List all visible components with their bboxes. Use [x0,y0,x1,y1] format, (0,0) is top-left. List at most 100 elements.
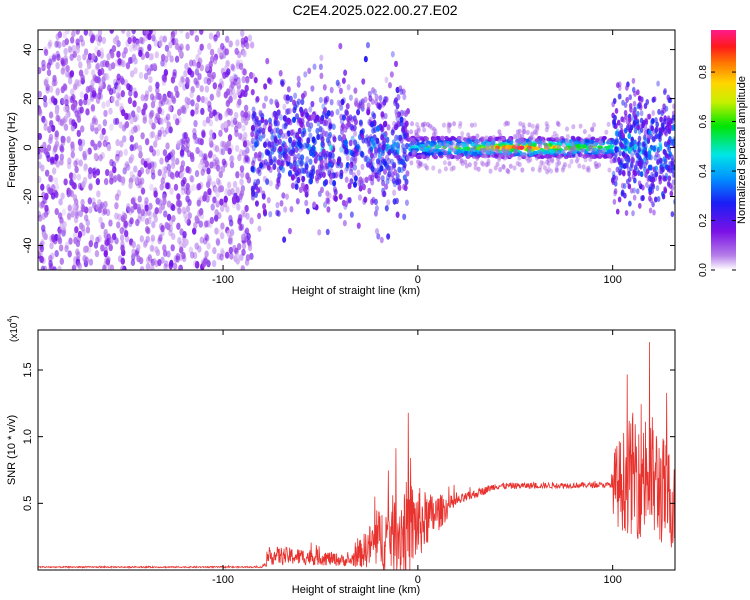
spectrogram-cell [355,143,360,151]
spectrogram-cell [196,95,201,103]
spectrogram-cell [175,253,181,261]
spectrogram-cell [251,72,256,80]
spectrogram-cell [360,133,365,140]
spectrogram-cell [303,186,308,193]
spectrogram-cell [131,248,136,256]
spectrogram-cell [147,254,153,262]
spectrogram-cell [176,222,181,230]
spectrogram-cell [344,147,349,155]
spectrogram-cell [625,84,629,91]
spectrogram-cell [77,262,83,270]
spectrogram-cell [616,119,621,126]
spectrogram-cell [570,135,576,140]
spectrogram-cell [374,228,379,235]
spectrogram-cell [670,211,675,218]
spectrogram-cell [656,80,660,87]
spectrogram-cell [298,117,303,125]
spectrogram-cell [115,139,120,147]
spectrogram-cell [308,132,313,139]
spectrogram-cell [329,98,334,106]
spectrogram-cell [189,30,194,36]
spectrogram-cell [117,57,122,66]
spectrogram-cell [537,167,542,173]
spectrogram-cell [279,79,284,86]
spectrogram-cell [353,164,358,171]
spectrogram-cell [124,121,130,129]
spectrogram-cell [67,204,72,212]
spectrogram-cell [50,95,56,103]
spectrogram-cell [274,113,279,120]
spectrogram-cell [273,143,278,151]
spectrogram-cell [69,53,74,61]
spectrogram-cell [232,244,237,253]
spectrogram-cell [457,152,462,158]
spectrogram-cell [236,88,241,96]
spectrogram-cell [308,177,313,185]
spectrogram-cell [68,172,74,180]
spectrogram-cell [241,89,246,98]
spectrogram-cell [247,34,253,42]
spectrogram-cell [76,129,81,138]
spectrogram-cell [135,43,141,51]
spectrogram-cell [567,152,572,158]
spectrogram-cell [57,118,63,126]
spectrogram-cell [485,142,490,148]
spectrogram-cell [292,139,297,146]
spectrogram-cell [375,137,380,145]
spectrogram-cell [587,133,592,140]
spectrogram-cell [276,180,281,187]
spectrogram-cell [296,176,301,184]
spectrogram-cell [204,250,209,258]
spectrogram-cell [118,121,123,129]
spectrogram-cell [288,136,293,143]
spectrogram-cell [137,195,142,203]
spectrogram-cell [573,146,578,152]
spectrogram-cell [218,113,223,121]
spectrogram-cell [253,152,258,159]
spectrogram-cell [213,34,218,42]
spectrogram-cell [311,136,316,143]
spectrogram-cell [106,143,112,152]
spectrogram-cell [401,88,406,95]
spectrogram-cell [651,96,656,103]
spectrogram-cell [300,154,305,161]
spectrogram-cell [380,149,385,157]
spectrogram-cell [311,113,316,120]
spectrogram-cell [152,161,157,169]
spectrogram-cell [151,149,157,157]
spectrogram-cell [58,244,64,252]
spectrogram-cell [656,158,660,165]
spectrogram-cell [144,64,150,72]
spectrogram-cell [162,129,167,138]
spectrogram-cell [507,136,512,142]
spectrogram-cell [200,95,206,104]
spectrogram-cell [382,137,387,144]
spectrogram-cell [495,149,500,155]
spectrogram-cell [128,181,133,190]
spectrogram-cell [376,162,381,169]
spectrogram-cell [112,37,118,45]
spectrogram-cell [176,140,181,148]
spectrogram-cell [72,232,78,240]
spectrogram-cell [348,94,353,101]
spectrogram-cell [631,115,636,122]
spectrogram-cell [56,115,61,123]
spectrogram-cell [436,136,442,141]
spectrogram-cell [267,77,272,84]
spectrogram-cell [88,30,93,38]
spectrogram-cell [237,213,243,222]
spectrogram-cell [331,123,336,130]
spectrogram-cell [293,153,298,161]
spectrogram-cell [313,157,318,164]
spectrogram-cell [166,250,171,258]
spectrogram-cell [83,164,88,173]
spectrogram-cell [164,55,169,63]
spectrogram-cell [278,70,283,77]
spectrogram-cell [614,151,618,158]
spectrogram-cell [428,142,434,147]
spectrogram-cell [342,134,347,141]
spectrogram-cell [392,120,397,128]
spectrogram-cell [97,30,103,37]
spectrogram-cell [70,103,76,111]
spectrogram-cell [208,136,213,144]
